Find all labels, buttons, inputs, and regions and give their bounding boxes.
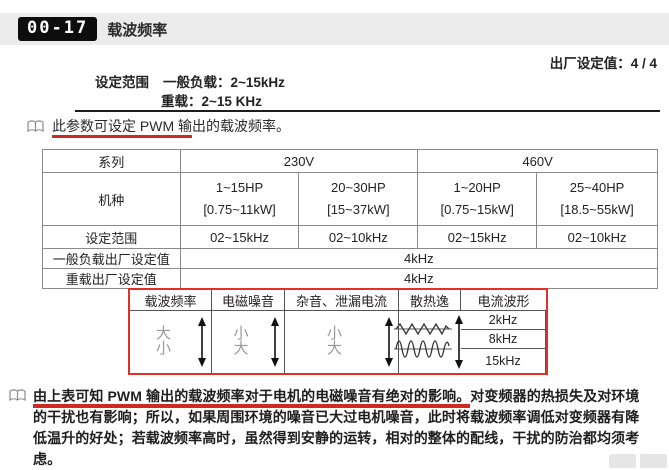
carrier-header-heat: 散热逸	[399, 290, 461, 311]
range-label: 设定范围	[42, 225, 181, 249]
table-row-normal-default: 一般负载出厂设定值 4kHz	[42, 248, 659, 269]
model-kw: [0.75~11kW]	[203, 202, 276, 217]
underlined-text: 由上表可知 PWM 输出的载波频率对于电机的电磁噪音有绝对的影响。	[33, 388, 471, 408]
carrier-frequency-table: 载波频率 电磁噪音 杂音、泄漏电流 散热逸 电流波形 2kHz 大 小 小 大	[128, 288, 548, 375]
model-cell: 1~20HP [0.75~15kW]	[417, 172, 538, 226]
parameter-title-bar: 00-17 载波频率	[0, 13, 669, 45]
model-cell: 25~40HP [18.5~55kW]	[536, 172, 658, 226]
model-kw: [15~37kW]	[327, 202, 390, 217]
trend-heat-dissipation: 小 大	[285, 311, 399, 373]
trend-bottom-label: 大	[233, 340, 249, 357]
small-amplitude-triangle-wave-icon	[394, 322, 452, 335]
explanation-line4: 虑。	[33, 451, 62, 467]
description-text: 此参数可设定 PWM 输出的载波频率。	[52, 117, 290, 138]
setting-range-block: 设定范围 一般负载：2~15kHz 重载：2~15 KHz	[95, 73, 285, 111]
model-kw: [18.5~55kW]	[560, 202, 634, 217]
carrier-header-leakage: 杂音、泄漏电流	[285, 290, 399, 311]
model-kw: [0.75~15kW]	[440, 202, 514, 217]
model-cell: 1~15HP [0.75~11kW]	[179, 172, 300, 226]
vertical-double-arrow-icon	[382, 316, 396, 367]
description-note: 此参数可设定 PWM 输出的载波频率。	[26, 117, 290, 138]
range-cell: 02~15kHz	[179, 225, 300, 249]
table-row-series: 系列 230V 460V	[42, 149, 658, 173]
horizontal-divider	[75, 110, 660, 112]
model-hp: 20~30HP	[331, 180, 386, 195]
trend-top-label: 小	[233, 325, 249, 342]
model-cell: 20~30HP [15~37kW]	[298, 172, 419, 226]
model-label: 机种	[42, 172, 181, 226]
freq-row-8khz: 8kHz	[461, 330, 546, 349]
trend-current-waveform	[394, 311, 463, 373]
vertical-double-arrow-icon	[268, 316, 282, 367]
normal-default-label: 一般负载出厂设定值	[42, 248, 181, 269]
heavy-default-label: 重载出厂设定值	[42, 268, 181, 289]
table-row-model: 机种 1~15HP [0.75~11kW] 20~30HP [15~37kW] 1~…	[42, 172, 658, 226]
model-hp: 1~15HP	[215, 180, 264, 195]
freq-row-15khz: 15kHz	[461, 349, 546, 373]
heavy-load-range: 重载：2~15 KHz	[161, 94, 262, 109]
large-amplitude-sine-wave-icon	[394, 339, 452, 358]
range-cell: 02~15kHz	[417, 225, 538, 249]
heavy-default-value: 4kHz	[179, 268, 659, 289]
table-row-range: 设定范围 02~15kHz 02~10kHz 02~15kHz 02~10kHz	[42, 225, 658, 249]
carrier-header-waveform: 电流波形	[461, 290, 546, 311]
book-icon	[27, 120, 44, 133]
explanation-line2: 的干扰也有影响；所以，如果周围环境的噪音已大过电机噪音，此时将载波频率调低对变频…	[33, 409, 640, 425]
normal-load-range: 一般负载：2~15kHz	[163, 75, 285, 90]
explanation-note: 由上表可知 PWM 输出的载波频率对于电机的电磁噪音有绝对的影响。对变频器的热损…	[8, 386, 669, 470]
model-hp: 25~40HP	[569, 180, 625, 195]
vertical-double-arrow-icon	[452, 314, 466, 369]
carrier-header-frequency: 载波频率	[130, 290, 212, 311]
description-rest: 出的载波频率。	[192, 118, 290, 134]
trend-top-label: 小	[326, 325, 342, 342]
trend-leakage-current: 小 大	[212, 311, 285, 373]
series-label: 系列	[42, 149, 181, 173]
seven-segment-param-code: 00-17	[18, 17, 98, 41]
trend-em-noise: 大 小	[130, 311, 212, 373]
underlined-text: 此参数可设定 PWM 输	[52, 118, 192, 138]
explanation-line3: 低温升的好处；若载波频率高时，虽然得到安静的运转，相对的整体的配线，干扰的防治都…	[33, 430, 640, 446]
factory-default-value: 出厂设定值：4 / 4	[549, 56, 657, 71]
range-cell: 02~10kHz	[298, 225, 419, 249]
explanation-text: 由上表可知 PWM 输出的载波频率对于电机的电磁噪音有绝对的影响。对变频器的热损…	[33, 386, 669, 470]
trend-bottom-label: 小	[155, 340, 171, 357]
freq-row-2khz: 2kHz	[461, 311, 546, 330]
spec-table: 系列 230V 460V 机种 1~15HP [0.75~11kW] 20~30H…	[42, 149, 659, 289]
normal-default-value: 4kHz	[179, 248, 659, 269]
setting-range-normal: 设定范围 一般负载：2~15kHz	[95, 73, 285, 92]
trend-top-label: 大	[155, 325, 171, 342]
book-icon	[9, 389, 26, 402]
page-title: 载波频率	[107, 21, 168, 39]
series-460v: 460V	[417, 149, 658, 173]
trend-bottom-label: 大	[326, 340, 342, 357]
setting-range-label: 设定范围	[95, 75, 149, 90]
vertical-double-arrow-icon	[195, 316, 209, 367]
model-hp: 1~20HP	[453, 180, 501, 195]
explanation-line1: 由上表可知 PWM 输出的载波频率对于电机的电磁噪音有绝对的影响。对变频器的热损…	[33, 386, 669, 408]
line1-rest: 对变频器的热损失及对环境	[470, 388, 640, 404]
corner-watermark	[609, 454, 667, 468]
carrier-header-em-noise: 电磁噪音	[212, 290, 285, 311]
range-cell: 02~10kHz	[536, 225, 658, 249]
table-row-heavy-default: 重载出厂设定值 4kHz	[42, 268, 659, 289]
series-230v: 230V	[179, 149, 419, 173]
